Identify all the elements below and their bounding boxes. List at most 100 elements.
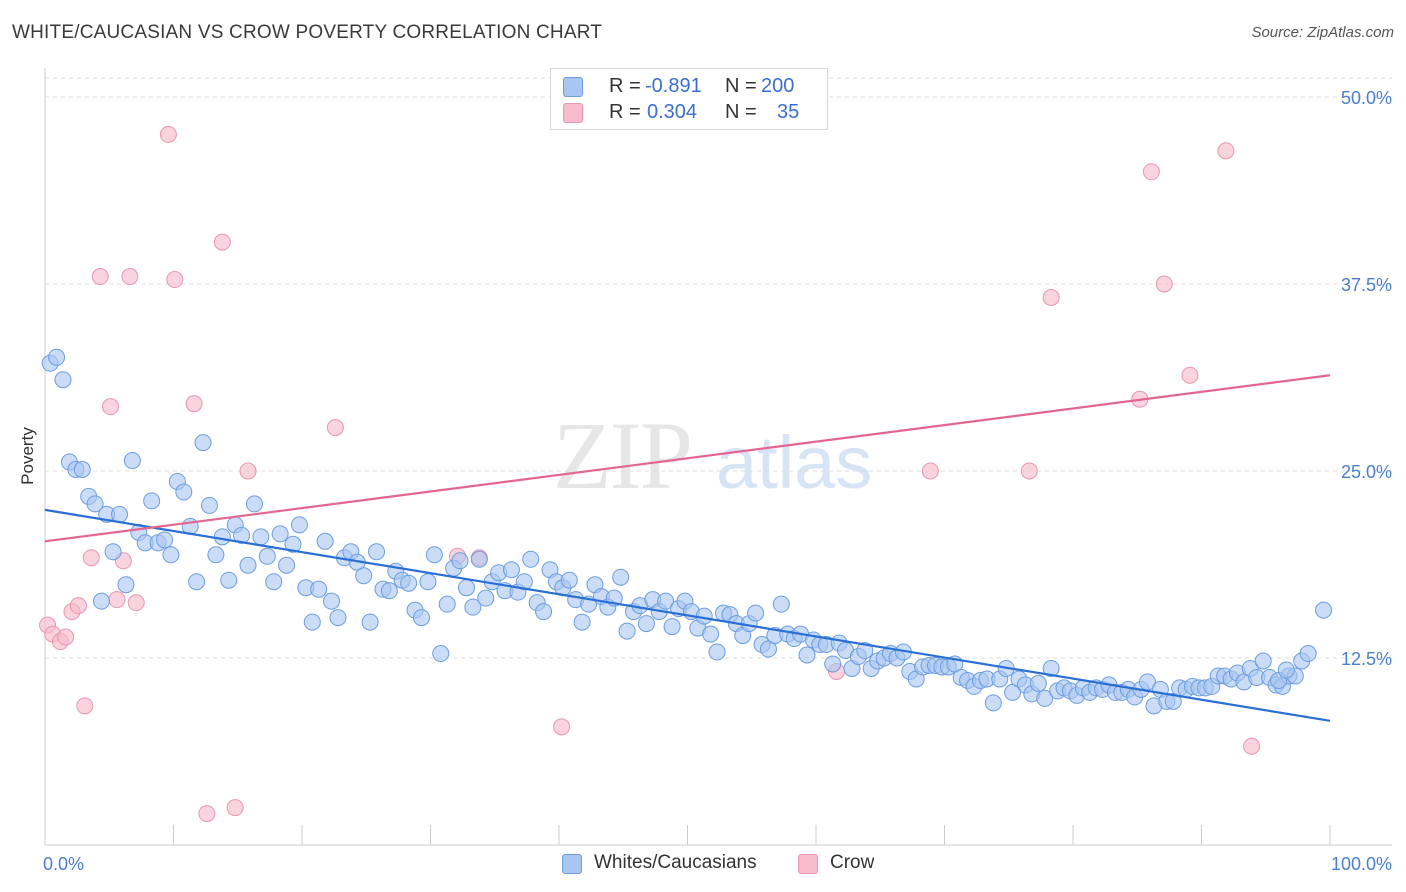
x-tick-label: 0.0% <box>43 854 84 874</box>
whites-point <box>477 589 495 607</box>
whites-point <box>175 483 193 501</box>
crow-point <box>213 233 231 251</box>
crow-point <box>553 718 571 736</box>
whites-point <box>323 592 341 610</box>
crow-point <box>69 597 87 615</box>
whites-point <box>464 598 482 616</box>
whites-point <box>432 645 450 663</box>
whites-point <box>1315 601 1333 619</box>
whites-point <box>104 543 122 561</box>
whites-point <box>111 505 129 523</box>
watermark-atlas: atlas <box>716 421 872 504</box>
whites-point <box>361 613 379 631</box>
whites-point <box>798 646 816 664</box>
whites-point <box>702 625 720 643</box>
whites-point <box>368 543 386 561</box>
whites-point <box>86 495 104 513</box>
whites-point <box>419 573 437 591</box>
whites-point <box>618 622 636 640</box>
whites-point <box>1029 674 1047 692</box>
whites-point <box>200 496 218 514</box>
axes <box>44 68 1392 846</box>
y-tick-label: 37.5% <box>1341 275 1392 295</box>
y-axis-label: Poverty <box>18 427 37 485</box>
whites-point <box>1299 645 1317 663</box>
whites-point <box>278 556 296 574</box>
source-label: Source: ZipAtlas.com <box>1251 24 1394 41</box>
whites-point <box>400 574 418 592</box>
crow-point <box>76 697 94 715</box>
whites-point <box>824 655 842 673</box>
crow-point <box>108 591 126 609</box>
whites-point <box>54 371 72 389</box>
legend-n-label: N = <box>725 75 757 97</box>
whites-point <box>271 525 289 543</box>
whites-point <box>657 592 675 610</box>
crow-point <box>226 799 244 817</box>
y-tick-label: 50.0% <box>1341 88 1392 108</box>
bottom-legend-swatch-crow <box>798 854 818 874</box>
whites-point <box>747 604 765 622</box>
tick-labels: 12.5% 25.0% 37.5% 50.0% 0.0% 100.0% <box>43 88 1392 874</box>
whites-point <box>207 546 225 564</box>
whites-point <box>73 461 91 479</box>
whites-point <box>303 613 321 631</box>
whites-point <box>93 592 111 610</box>
whites-point <box>856 642 874 660</box>
legend-swatch-crow <box>563 103 583 123</box>
whites-point <box>123 452 141 470</box>
bottom-legend-label-crow: Crow <box>830 852 875 873</box>
whites-point <box>194 434 212 452</box>
whites-point <box>188 573 206 591</box>
whites-point <box>984 694 1002 712</box>
crow-point <box>1243 737 1261 755</box>
legend-r-value: -0.891 <box>645 75 702 97</box>
crow-point <box>1142 163 1160 181</box>
trend-lines <box>44 374 1331 722</box>
whites-point <box>213 528 231 546</box>
legend-n-value: 200 <box>761 75 795 97</box>
whites-point <box>772 595 790 613</box>
legend-n-label: N = <box>725 101 757 123</box>
whites-point <box>239 556 257 574</box>
crow-point <box>121 268 139 286</box>
whites-point <box>612 568 630 586</box>
bottom-legend-swatch-whites <box>562 854 582 874</box>
whites-point <box>329 609 347 627</box>
crow-point <box>1217 142 1235 160</box>
whites-point <box>220 571 238 589</box>
y-tick-label: 25.0% <box>1341 462 1392 482</box>
whites-point <box>1277 661 1295 679</box>
whites-point <box>457 579 475 597</box>
whites-point <box>233 526 251 544</box>
whites-point <box>290 516 308 534</box>
watermark-zip: ZIP <box>553 402 691 509</box>
crow-point <box>1020 462 1038 480</box>
whites-point <box>1036 689 1054 707</box>
crow-point <box>326 419 344 437</box>
crow-point <box>82 549 100 567</box>
crow-point <box>159 125 177 143</box>
crow-point <box>921 462 939 480</box>
crow-point <box>57 628 75 646</box>
correlation-legend: R = -0.891 N = 200 R = 0.304 N = 35 <box>550 68 828 130</box>
whites-point <box>1042 659 1060 677</box>
whites-point <box>515 573 533 591</box>
crow-trend-line <box>44 374 1331 543</box>
whites-point <box>502 561 520 579</box>
crow-point <box>1181 366 1199 384</box>
whites-point <box>258 547 276 565</box>
whites-point <box>470 550 488 568</box>
crow-point <box>1155 275 1173 293</box>
whites-point <box>265 573 283 591</box>
whites-point <box>637 615 655 633</box>
whites-point <box>316 532 334 550</box>
y-tick-label: 12.5% <box>1341 649 1392 669</box>
crow-point <box>198 805 216 823</box>
whites-point <box>143 492 161 510</box>
legend-n-value: 35 <box>777 101 800 123</box>
legend-r-label: R = <box>609 101 641 123</box>
whites-point <box>162 546 180 564</box>
whites-point <box>355 567 373 585</box>
